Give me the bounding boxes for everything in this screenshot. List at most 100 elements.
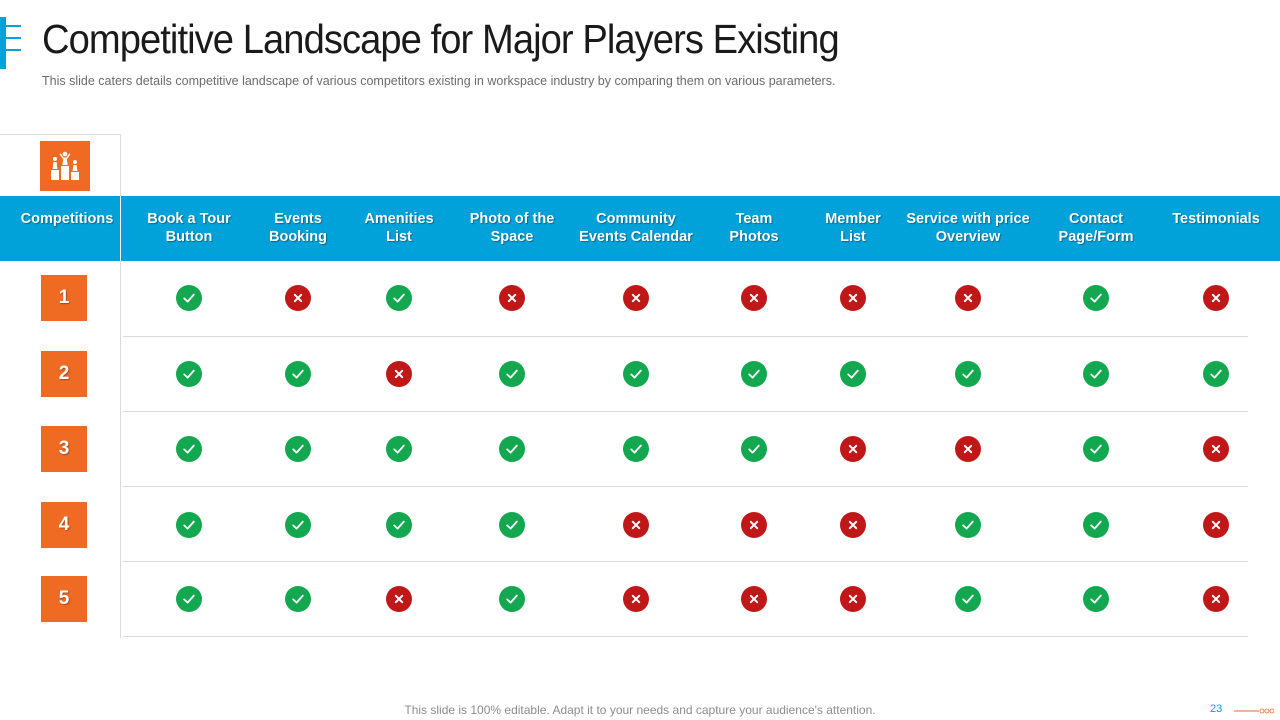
- check-circle-icon: [623, 436, 649, 462]
- cross-circle-icon: [741, 512, 767, 538]
- cross-circle-icon: [1203, 586, 1229, 612]
- column-header-line: Booking: [269, 229, 327, 245]
- cross-circle-icon: [1203, 436, 1229, 462]
- check-circle-icon: [386, 285, 412, 311]
- check-circle-icon: [955, 361, 981, 387]
- header-separator: [120, 196, 121, 261]
- cross-circle-icon: [955, 436, 981, 462]
- column-header: Amenities List: [334, 196, 464, 261]
- column-header-line: Contact: [1069, 211, 1123, 227]
- cross-circle-icon: [1203, 285, 1229, 311]
- page-number: 23: [1210, 703, 1223, 715]
- competitor-number: 4: [41, 502, 87, 548]
- cross-circle-icon: [623, 285, 649, 311]
- check-circle-icon: [176, 285, 202, 311]
- first-column-divider: [120, 134, 121, 638]
- column-header: Testimonials: [1151, 196, 1280, 261]
- check-circle-icon: [1083, 361, 1109, 387]
- cross-circle-icon: [386, 586, 412, 612]
- column-header-line: Photo of the: [469, 211, 555, 227]
- check-circle-icon: [1203, 361, 1229, 387]
- column-header-line: Page/Form: [1058, 229, 1134, 245]
- column-header-line: Button: [165, 229, 213, 245]
- check-circle-icon: [741, 361, 767, 387]
- check-circle-icon: [285, 586, 311, 612]
- check-circle-icon: [176, 586, 202, 612]
- column-header-line: Events: [274, 211, 322, 227]
- column-header: Service with price Overview: [903, 196, 1033, 261]
- column-header-line: Book a Tour: [147, 211, 231, 227]
- column-header-line: Events Calendar: [579, 229, 693, 245]
- check-circle-icon: [176, 361, 202, 387]
- cross-circle-icon: [840, 285, 866, 311]
- check-circle-icon: [1083, 285, 1109, 311]
- title-accent-bars: [0, 17, 22, 69]
- column-header: Events Booking: [233, 196, 363, 261]
- check-circle-icon: [1083, 512, 1109, 538]
- column-header: Community Events Calendar: [571, 196, 701, 261]
- cross-circle-icon: [840, 586, 866, 612]
- column-header: Contact Page/Form: [1031, 196, 1161, 261]
- check-circle-icon: [176, 512, 202, 538]
- check-circle-icon: [955, 512, 981, 538]
- row-separator: [123, 336, 1248, 337]
- column-header: Team Photos: [689, 196, 819, 261]
- column-header-line: Community: [596, 211, 676, 227]
- column-header-line: Amenities: [364, 211, 434, 227]
- column-header-line: Team: [735, 211, 773, 227]
- footer-note: This slide is 100% editable. Adapt it to…: [404, 703, 876, 717]
- column-header-line: List: [840, 229, 866, 245]
- footer-decoration: [1234, 708, 1274, 714]
- competitor-number: 2: [41, 351, 87, 397]
- competitor-number: 5: [41, 576, 87, 622]
- column-header: Book a Tour Button: [124, 196, 254, 261]
- cross-circle-icon: [955, 285, 981, 311]
- check-circle-icon: [1083, 586, 1109, 612]
- column-header-line: Service with price: [906, 211, 1030, 227]
- check-circle-icon: [176, 436, 202, 462]
- check-circle-icon: [499, 586, 525, 612]
- column-header-line: Member: [825, 211, 881, 227]
- check-circle-icon: [285, 436, 311, 462]
- column-header-line: Testimonials: [1172, 211, 1260, 227]
- column-header-line: Photos: [729, 229, 779, 245]
- competitor-number: 3: [41, 426, 87, 472]
- cross-circle-icon: [285, 285, 311, 311]
- cross-circle-icon: [1203, 512, 1229, 538]
- cross-circle-icon: [499, 285, 525, 311]
- first-column-top-border: [0, 134, 121, 135]
- column-header: Photo of the Space: [447, 196, 577, 261]
- check-circle-icon: [499, 436, 525, 462]
- check-circle-icon: [1083, 436, 1109, 462]
- column-header-line: Space: [490, 229, 534, 245]
- check-circle-icon: [386, 436, 412, 462]
- check-circle-icon: [840, 361, 866, 387]
- people-podium-icon: [40, 141, 90, 191]
- cross-circle-icon: [623, 512, 649, 538]
- table-header-bar: Competitions Book a Tour Button Events Booki…: [0, 196, 1280, 261]
- check-circle-icon: [285, 512, 311, 538]
- check-circle-icon: [285, 361, 311, 387]
- cross-circle-icon: [741, 586, 767, 612]
- row-separator: [123, 636, 1248, 637]
- check-circle-icon: [499, 512, 525, 538]
- slide-title: Competitive Landscape for Major Players …: [42, 16, 840, 62]
- check-circle-icon: [741, 436, 767, 462]
- cross-circle-icon: [840, 436, 866, 462]
- competitor-number: 1: [41, 275, 87, 321]
- cross-circle-icon: [623, 586, 649, 612]
- row-separator: [123, 561, 1248, 562]
- check-circle-icon: [955, 586, 981, 612]
- column-header-line: List: [386, 229, 412, 245]
- row-separator: [123, 411, 1248, 412]
- cross-circle-icon: [840, 512, 866, 538]
- check-circle-icon: [386, 512, 412, 538]
- column-header-line: Overview: [935, 229, 1001, 245]
- check-circle-icon: [623, 361, 649, 387]
- cross-circle-icon: [386, 361, 412, 387]
- row-separator: [123, 486, 1248, 487]
- header-competitions: Competitions: [20, 211, 114, 227]
- column-header: Member List: [788, 196, 918, 261]
- check-circle-icon: [499, 361, 525, 387]
- cross-circle-icon: [741, 285, 767, 311]
